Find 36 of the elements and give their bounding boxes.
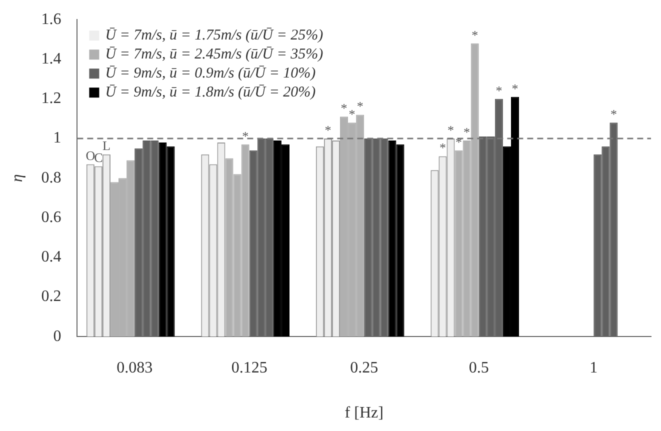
y-tick-label: 0.2: [41, 288, 62, 306]
data-label: *: [472, 27, 478, 42]
data-label: *: [456, 134, 462, 150]
y-tick-label: 1: [53, 130, 62, 147]
legend-label: Ū = 7m/s, ū = 2.45m/s (ū/Ū = 35%): [105, 46, 324, 63]
data-label: C: [94, 150, 103, 166]
data-label: *: [496, 82, 502, 98]
data-label: *: [242, 128, 249, 144]
x-tick-label: 0.25: [350, 359, 378, 376]
x-tick-label: 0.5: [468, 359, 489, 376]
x-tick-label: 0.125: [231, 359, 268, 376]
x-tick-label: 1: [590, 359, 598, 376]
data-label: L: [102, 138, 110, 154]
y-tick-label: 1.2: [41, 90, 62, 108]
data-label: *: [512, 80, 518, 96]
y-tick-label: 0.4: [41, 248, 62, 266]
legend-label: Ū = 9m/s, ū = 0.9m/s (ū/Ū = 10%): [105, 66, 316, 82]
data-label: *: [356, 98, 364, 114]
data-label: *: [610, 106, 617, 122]
legend-label: Ū = 9m/s, ū = 1.8m/s (ū/Ū = 20%): [105, 84, 316, 101]
y-tick-label: 1.6: [41, 10, 62, 28]
data-label: *: [464, 124, 470, 140]
data-label: *: [348, 106, 356, 122]
data-label: *: [447, 122, 454, 138]
x-tick-label: 0.083: [116, 359, 153, 376]
y-tick-label: 0: [53, 328, 62, 345]
data-label: O: [86, 148, 96, 164]
data-label: *: [324, 122, 332, 138]
y-tick-label: 0.6: [41, 208, 62, 226]
y-tick-label: 1.4: [41, 50, 62, 68]
data-label: *: [439, 140, 446, 156]
legend-label: Ū = 7m/s, ū = 1.75m/s (ū/Ū = 25%): [105, 28, 324, 44]
x-axis-title: f [Hz]: [344, 404, 384, 422]
data-label: *: [340, 100, 348, 116]
y-axis-title: η: [8, 174, 26, 182]
y-tick-label: 0.8: [41, 169, 62, 186]
